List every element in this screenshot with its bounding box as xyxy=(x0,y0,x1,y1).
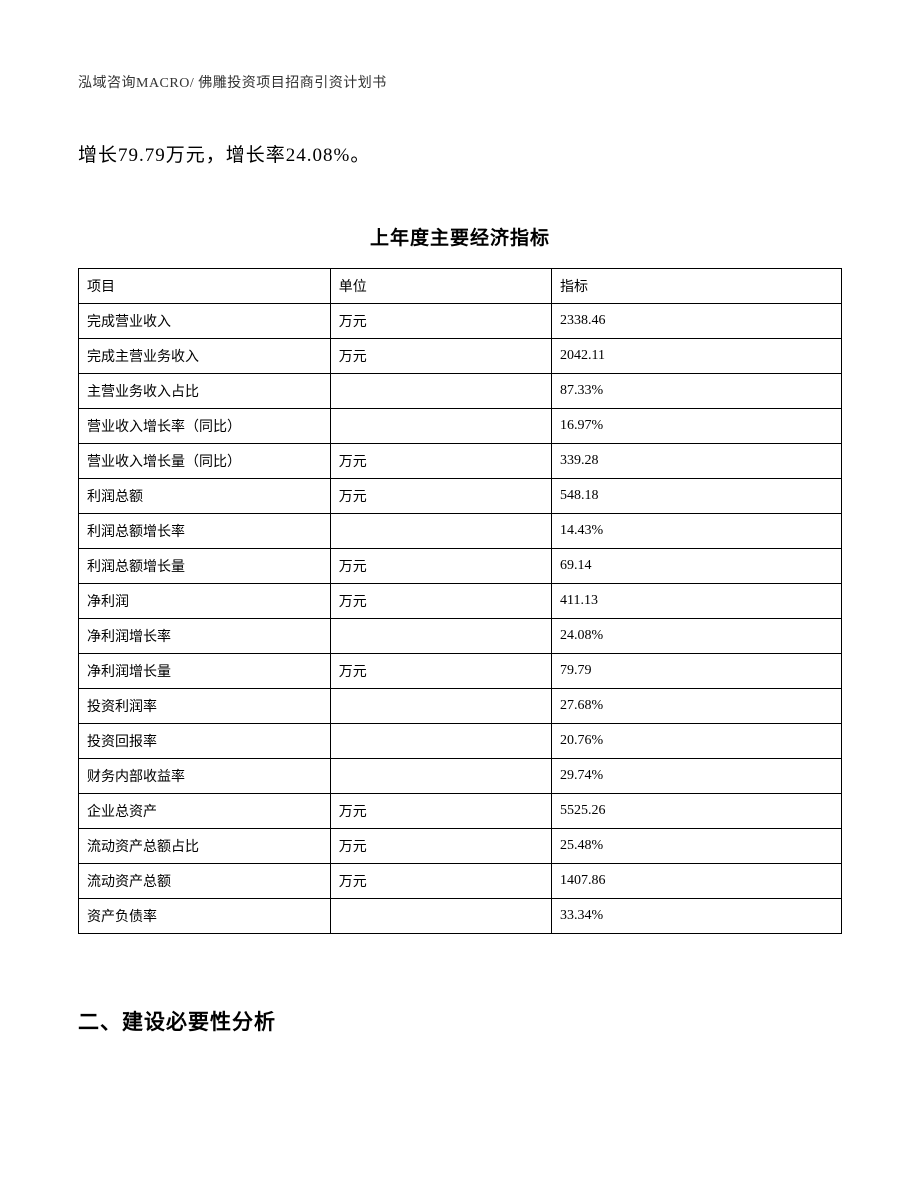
table-row: 企业总资产万元5525.26 xyxy=(79,794,842,829)
table-cell-unit: 万元 xyxy=(330,479,551,514)
table-cell-unit: 万元 xyxy=(330,584,551,619)
table-cell-value: 14.43% xyxy=(552,514,842,549)
document-header: 泓域咨询MACRO/ 佛雕投资项目招商引资计划书 xyxy=(78,72,842,92)
table-cell-value: 87.33% xyxy=(552,374,842,409)
table-cell-unit: 万元 xyxy=(330,549,551,584)
body-paragraph: 增长79.79万元，增长率24.08%。 xyxy=(78,140,842,167)
table-row: 流动资产总额占比万元25.48% xyxy=(79,829,842,864)
economic-indicators-table: 项目 单位 指标 完成营业收入万元2338.46完成主营业务收入万元2042.1… xyxy=(78,268,842,934)
table-cell-unit xyxy=(330,724,551,759)
table-cell-unit: 万元 xyxy=(330,304,551,339)
table-row: 完成主营业务收入万元2042.11 xyxy=(79,339,842,374)
table-cell-name: 流动资产总额 xyxy=(79,864,331,899)
table-cell-name: 净利润 xyxy=(79,584,331,619)
table-cell-value: 25.48% xyxy=(552,829,842,864)
table-cell-value: 339.28 xyxy=(552,444,842,479)
table-header-indicator: 指标 xyxy=(552,269,842,304)
table-header-row: 项目 单位 指标 xyxy=(79,269,842,304)
table-body: 完成营业收入万元2338.46完成主营业务收入万元2042.11主营业务收入占比… xyxy=(79,304,842,934)
table-cell-unit xyxy=(330,514,551,549)
table-cell-name: 利润总额增长量 xyxy=(79,549,331,584)
table-cell-name: 利润总额 xyxy=(79,479,331,514)
table-row: 净利润万元411.13 xyxy=(79,584,842,619)
table-cell-name: 主营业务收入占比 xyxy=(79,374,331,409)
table-cell-value: 5525.26 xyxy=(552,794,842,829)
table-row: 净利润增长量万元79.79 xyxy=(79,654,842,689)
table-row: 利润总额万元548.18 xyxy=(79,479,842,514)
section-heading: 二、建设必要性分析 xyxy=(78,1006,842,1036)
table-cell-unit xyxy=(330,409,551,444)
table-cell-value: 2042.11 xyxy=(552,339,842,374)
table-header-unit: 单位 xyxy=(330,269,551,304)
table-cell-name: 投资利润率 xyxy=(79,689,331,724)
table-cell-name: 资产负债率 xyxy=(79,899,331,934)
table-cell-unit: 万元 xyxy=(330,794,551,829)
table-row: 流动资产总额万元1407.86 xyxy=(79,864,842,899)
table-cell-name: 利润总额增长率 xyxy=(79,514,331,549)
table-cell-value: 27.68% xyxy=(552,689,842,724)
table-cell-name: 完成营业收入 xyxy=(79,304,331,339)
table-header-project: 项目 xyxy=(79,269,331,304)
table-row: 资产负债率 33.34% xyxy=(79,899,842,934)
table-row: 投资回报率 20.76% xyxy=(79,724,842,759)
table-cell-name: 完成主营业务收入 xyxy=(79,339,331,374)
table-cell-unit xyxy=(330,899,551,934)
table-cell-value: 69.14 xyxy=(552,549,842,584)
table-row: 净利润增长率 24.08% xyxy=(79,619,842,654)
table-row: 投资利润率 27.68% xyxy=(79,689,842,724)
table-cell-unit: 万元 xyxy=(330,654,551,689)
table-cell-unit xyxy=(330,689,551,724)
table-cell-name: 净利润增长量 xyxy=(79,654,331,689)
table-cell-value: 2338.46 xyxy=(552,304,842,339)
table-cell-name: 企业总资产 xyxy=(79,794,331,829)
table-cell-unit xyxy=(330,374,551,409)
table-cell-value: 79.79 xyxy=(552,654,842,689)
table-cell-value: 24.08% xyxy=(552,619,842,654)
table-cell-name: 净利润增长率 xyxy=(79,619,331,654)
table-cell-name: 营业收入增长率（同比） xyxy=(79,409,331,444)
table-cell-name: 流动资产总额占比 xyxy=(79,829,331,864)
table-cell-unit: 万元 xyxy=(330,444,551,479)
table-cell-value: 29.74% xyxy=(552,759,842,794)
table-cell-value: 411.13 xyxy=(552,584,842,619)
table-row: 营业收入增长量（同比）万元339.28 xyxy=(79,444,842,479)
table-cell-value: 16.97% xyxy=(552,409,842,444)
table-cell-unit xyxy=(330,759,551,794)
table-row: 营业收入增长率（同比） 16.97% xyxy=(79,409,842,444)
table-cell-unit: 万元 xyxy=(330,829,551,864)
table-cell-name: 投资回报率 xyxy=(79,724,331,759)
table-row: 利润总额增长率 14.43% xyxy=(79,514,842,549)
table-cell-value: 1407.86 xyxy=(552,864,842,899)
page-content: 泓域咨询MACRO/ 佛雕投资项目招商引资计划书 增长79.79万元，增长率24… xyxy=(0,0,920,1096)
table-cell-value: 20.76% xyxy=(552,724,842,759)
table-cell-unit: 万元 xyxy=(330,339,551,374)
table-row: 完成营业收入万元2338.46 xyxy=(79,304,842,339)
table-cell-name: 营业收入增长量（同比） xyxy=(79,444,331,479)
table-row: 利润总额增长量万元69.14 xyxy=(79,549,842,584)
table-cell-value: 548.18 xyxy=(552,479,842,514)
table-cell-unit: 万元 xyxy=(330,864,551,899)
table-cell-value: 33.34% xyxy=(552,899,842,934)
table-title: 上年度主要经济指标 xyxy=(78,223,842,250)
table-cell-name: 财务内部收益率 xyxy=(79,759,331,794)
table-row: 财务内部收益率 29.74% xyxy=(79,759,842,794)
table-row: 主营业务收入占比 87.33% xyxy=(79,374,842,409)
table-cell-unit xyxy=(330,619,551,654)
